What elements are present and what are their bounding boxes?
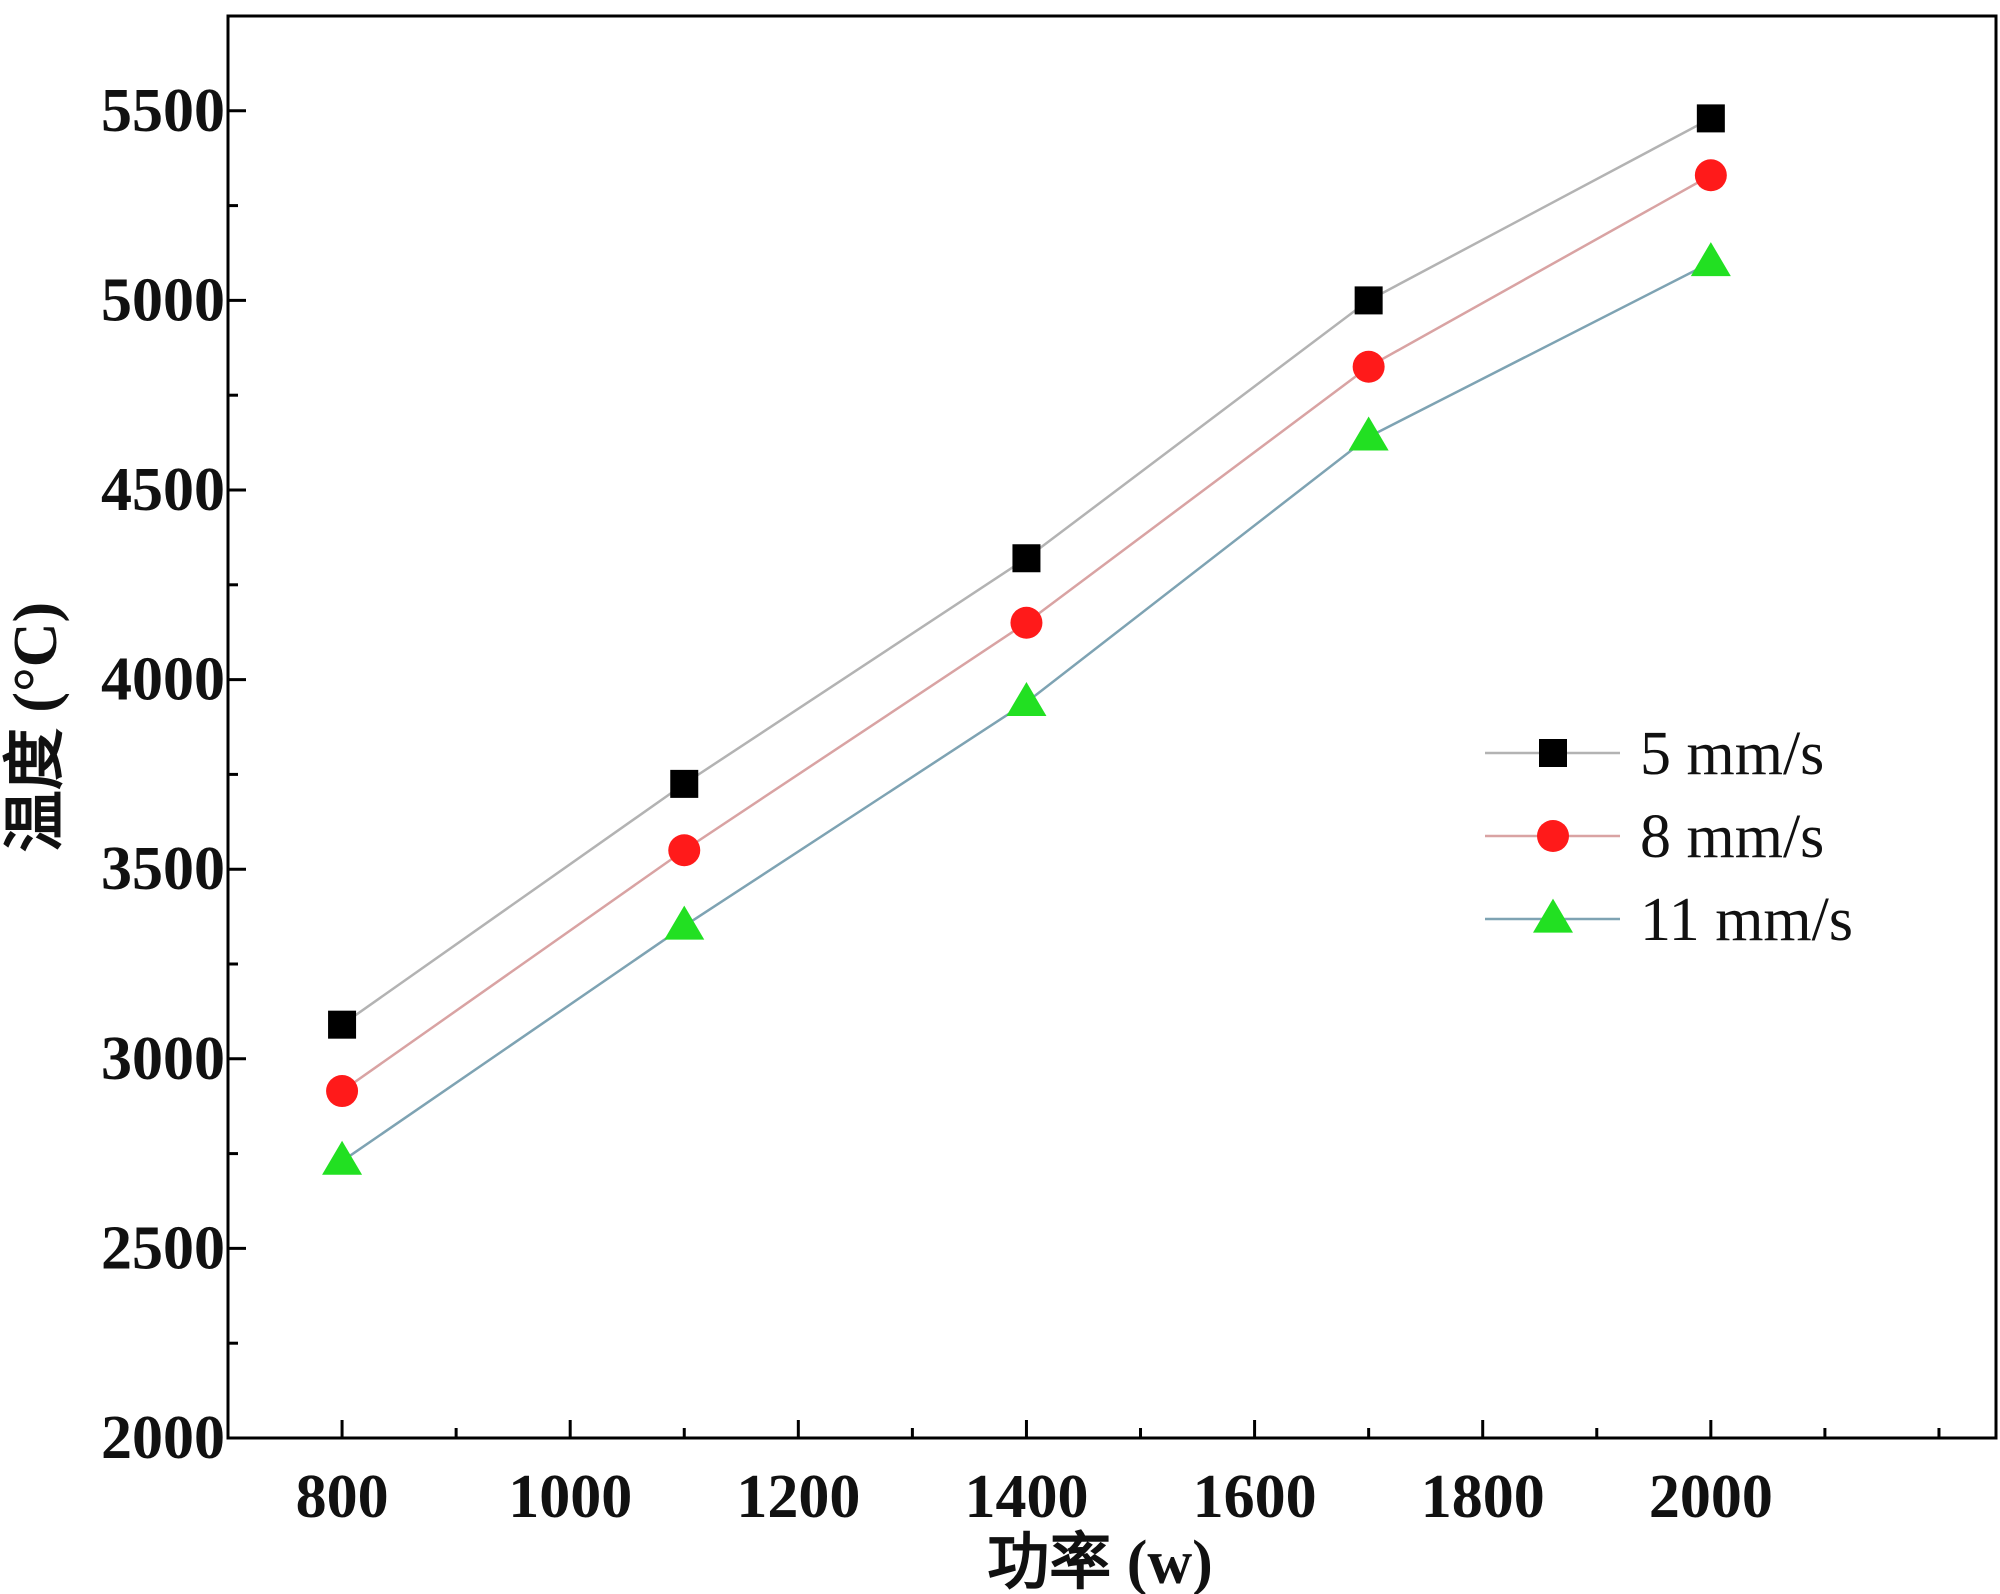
legend: 5 mm/s 8 mm/s 11 mm/s bbox=[1485, 720, 1853, 954]
legend-marker bbox=[1537, 820, 1569, 852]
data-point bbox=[1006, 681, 1047, 716]
y-tick-label: 4500 bbox=[101, 456, 225, 524]
x-tick-label: 1400 bbox=[964, 1463, 1088, 1531]
x-tick-label: 2000 bbox=[1649, 1463, 1773, 1531]
data-point bbox=[1348, 416, 1389, 451]
data-point bbox=[1010, 606, 1043, 639]
y-tick-label: 2000 bbox=[101, 1404, 225, 1472]
x-tick-label: 1200 bbox=[736, 1463, 860, 1531]
legend-label: 8 mm/s bbox=[1640, 803, 1824, 871]
data-point bbox=[1696, 104, 1725, 133]
x-tick-label: 1000 bbox=[508, 1463, 632, 1531]
data-point bbox=[1690, 242, 1731, 277]
y-tick-label: 5000 bbox=[101, 266, 225, 334]
plot-frame bbox=[226, 14, 1998, 1440]
y-tick-label: 3000 bbox=[101, 1025, 225, 1093]
data-point bbox=[1694, 159, 1727, 192]
legend-marker bbox=[1539, 739, 1567, 767]
legend-marker bbox=[1533, 898, 1573, 933]
data-point bbox=[668, 834, 701, 867]
data-point bbox=[322, 1140, 363, 1175]
data-point bbox=[328, 1010, 357, 1039]
x-tick-label: 1800 bbox=[1421, 1463, 1545, 1531]
x-tick-label: 800 bbox=[296, 1463, 389, 1531]
y-tick-label: 5500 bbox=[101, 77, 225, 145]
data-point bbox=[664, 905, 705, 940]
data-point bbox=[326, 1075, 359, 1108]
y-axis-ticks: 2000 2500 3000 3500 4000 4500 5000 5500 bbox=[101, 14, 246, 1472]
x-tick-label: 1600 bbox=[1193, 1463, 1317, 1531]
x-axis-title: 功率 (w) bbox=[987, 1528, 1213, 1594]
y-tick-label: 2500 bbox=[101, 1214, 225, 1282]
data-point bbox=[1012, 544, 1041, 573]
series-layer bbox=[322, 104, 1731, 1175]
data-point bbox=[670, 769, 699, 798]
y-tick-label: 4000 bbox=[101, 646, 225, 714]
data-point bbox=[1352, 350, 1385, 383]
legend-label: 5 mm/s bbox=[1640, 720, 1824, 788]
y-tick-label: 3500 bbox=[101, 835, 225, 903]
legend-label: 11 mm/s bbox=[1640, 886, 1853, 954]
x-axis-ticks: 800 1000 1200 1400 1600 1800 2000 bbox=[226, 1420, 1941, 1531]
data-point bbox=[1354, 286, 1383, 315]
y-axis-title: 温度 (°C) bbox=[1, 602, 70, 852]
